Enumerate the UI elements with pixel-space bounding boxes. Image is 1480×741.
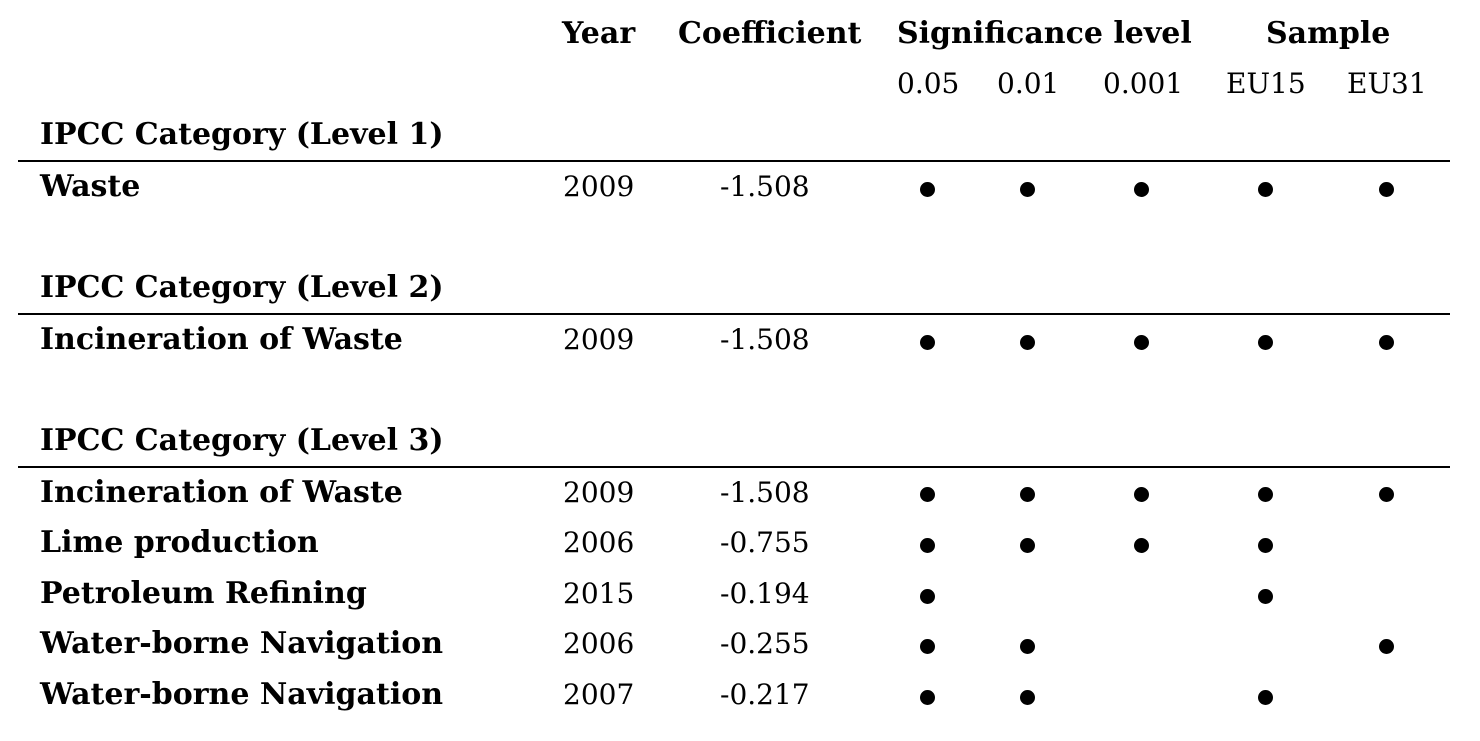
row-label: Water-borne Navigation xyxy=(40,677,444,712)
marker-dot-sample-eu15 xyxy=(1257,334,1273,350)
marker-dot-sig-005 xyxy=(919,486,935,502)
marker-dot-sig-001 xyxy=(1019,334,1035,350)
marker-dot-sample-eu15 xyxy=(1257,689,1273,705)
marker-dot-sig-005 xyxy=(919,638,935,654)
section-rule-level-3 xyxy=(18,466,1450,468)
row-year: 2009 xyxy=(563,323,635,356)
row-year: 2006 xyxy=(563,526,635,559)
row-coefficient: -0.217 xyxy=(720,678,810,711)
marker-dot-sig-001 xyxy=(1019,689,1035,705)
marker-dot-sig-005 xyxy=(919,537,935,553)
marker-dot-sig-001 xyxy=(1019,638,1035,654)
marker-dot-sig-005 xyxy=(919,181,935,197)
row-coefficient: -0.755 xyxy=(720,526,810,559)
marker-dot-sample-eu31 xyxy=(1378,486,1394,502)
marker-dot-sample-eu15 xyxy=(1257,181,1273,197)
marker-dot-sig-0001 xyxy=(1133,334,1149,350)
row-coefficient: -0.255 xyxy=(720,627,810,660)
marker-dot-sample-eu15 xyxy=(1257,537,1273,553)
row-coefficient: -0.194 xyxy=(720,577,810,610)
marker-dot-sample-eu31 xyxy=(1378,181,1394,197)
row-label: Lime production xyxy=(40,525,319,560)
row-label: Petroleum Refining xyxy=(40,576,367,611)
section-rule-level-1 xyxy=(18,160,1450,162)
marker-dot-sig-0001 xyxy=(1133,486,1149,502)
marker-dot-sig-001 xyxy=(1019,181,1035,197)
marker-dot-sample-eu15 xyxy=(1257,588,1273,604)
sample-header: Sample xyxy=(1266,16,1391,51)
row-coefficient: -1.508 xyxy=(720,170,810,203)
sample-eu15-header: EU15 xyxy=(1226,67,1306,100)
row-coefficient: -1.508 xyxy=(720,476,810,509)
section-rule-level-2 xyxy=(18,313,1450,315)
row-label: Waste xyxy=(40,169,141,204)
year-header: Year xyxy=(562,16,636,51)
row-coefficient: -1.508 xyxy=(720,323,810,356)
marker-dot-sig-005 xyxy=(919,689,935,705)
marker-dot-sig-001 xyxy=(1019,537,1035,553)
row-label: Water-borne Navigation xyxy=(40,626,444,661)
marker-dot-sample-eu31 xyxy=(1378,638,1394,654)
section-title-level-3: IPCC Category (Level 3) xyxy=(40,423,444,458)
sig-level-0001-header: 0.001 xyxy=(1103,67,1184,100)
marker-dot-sig-005 xyxy=(919,334,935,350)
row-label: Incineration of Waste xyxy=(40,322,403,357)
row-year: 2007 xyxy=(563,678,635,711)
sample-eu31-header: EU31 xyxy=(1347,67,1427,100)
row-label: Incineration of Waste xyxy=(40,475,403,510)
section-title-level-2: IPCC Category (Level 2) xyxy=(40,270,444,305)
row-year: 2009 xyxy=(563,476,635,509)
row-year: 2006 xyxy=(563,627,635,660)
row-year: 2015 xyxy=(563,577,635,610)
marker-dot-sig-005 xyxy=(919,588,935,604)
significance-level-header: Significance level xyxy=(897,16,1192,51)
marker-dot-sample-eu31 xyxy=(1378,334,1394,350)
marker-dot-sample-eu15 xyxy=(1257,486,1273,502)
coefficient-header: Coefficient xyxy=(678,16,862,51)
marker-dot-sig-001 xyxy=(1019,486,1035,502)
marker-dot-sig-0001 xyxy=(1133,181,1149,197)
marker-dot-sig-0001 xyxy=(1133,537,1149,553)
sig-level-005-header: 0.05 xyxy=(897,67,960,100)
sig-level-001-header: 0.01 xyxy=(997,67,1060,100)
row-year: 2009 xyxy=(563,170,635,203)
section-title-level-1: IPCC Category (Level 1) xyxy=(40,117,444,152)
